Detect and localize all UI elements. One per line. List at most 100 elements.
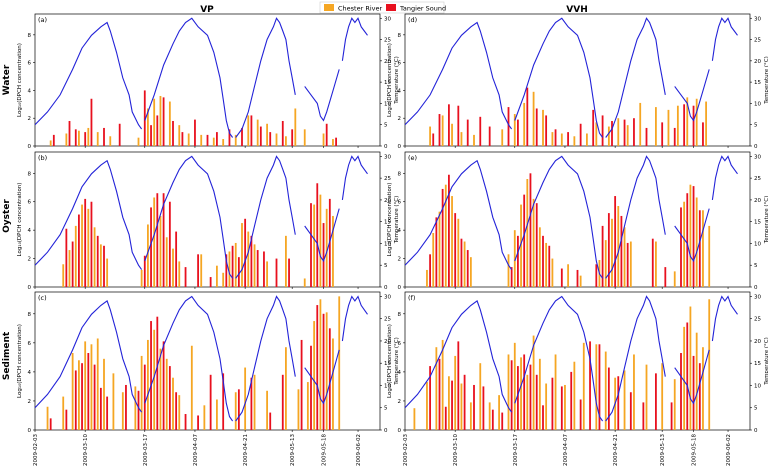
- bar-chester: [285, 347, 287, 430]
- bar-tangier: [162, 341, 165, 430]
- right-tick-label: 30: [754, 16, 761, 22]
- left-tick-label: 6: [28, 61, 32, 67]
- bar-tangier: [617, 376, 620, 430]
- left-tick-label: 8: [28, 312, 32, 318]
- right-tick-label: 15: [754, 80, 761, 86]
- temperature-line: [711, 295, 738, 342]
- bar-chester: [172, 248, 174, 287]
- bar-chester: [159, 95, 162, 146]
- bar-tangier: [225, 254, 228, 287]
- bar-chester: [285, 136, 287, 146]
- right-tick-label: 10: [754, 241, 761, 247]
- right-tick-label: 30: [754, 294, 761, 300]
- left-tick-label: 8: [28, 171, 32, 177]
- bar-chester: [222, 139, 225, 146]
- x-tick-label: 2009-05-13: [290, 434, 296, 466]
- temperature-line: [341, 17, 368, 61]
- x-tick-label: 2009-04-21: [243, 434, 249, 466]
- bar-chester: [247, 115, 250, 146]
- left-tick-label: 6: [28, 341, 32, 347]
- bar-tangier: [162, 97, 165, 146]
- bar-chester: [96, 132, 99, 146]
- bar-tangier: [184, 267, 187, 287]
- right-tick-label: 25: [384, 176, 391, 182]
- bar-tangier: [322, 223, 325, 287]
- bar-chester: [513, 342, 516, 430]
- bar-tangier: [74, 370, 77, 430]
- bar-tangier: [680, 353, 682, 430]
- right-tick-label: 0: [754, 144, 758, 150]
- temperature-line: [235, 295, 296, 422]
- bar-chester: [629, 241, 632, 287]
- bar-chester: [319, 194, 322, 287]
- bar-chester: [463, 241, 466, 287]
- y-left-title: Log₁₀(DPCH concentration): [387, 183, 393, 257]
- bar-tangier: [65, 228, 68, 287]
- bar-tangier: [84, 132, 87, 146]
- left-tick-label: 4: [398, 88, 402, 94]
- right-tick-label: 0: [754, 285, 758, 291]
- bar-chester: [244, 367, 247, 430]
- panel-frame: [404, 13, 751, 147]
- bar-tangier: [52, 134, 55, 146]
- bar-chester: [567, 264, 569, 287]
- bar-tangier: [570, 371, 573, 430]
- bar-chester: [538, 358, 541, 430]
- temperature-line: [304, 349, 340, 405]
- bar-chester: [78, 130, 80, 146]
- bar-chester: [498, 395, 500, 430]
- bar-chester: [426, 269, 428, 287]
- left-tick-label: 6: [398, 200, 402, 206]
- bar-chester: [93, 227, 96, 287]
- left-tick-label: 0: [28, 428, 32, 434]
- bar-tangier: [451, 380, 453, 430]
- bar-tangier: [99, 387, 102, 430]
- bar-chester: [702, 347, 704, 430]
- bar-tangier: [535, 108, 538, 146]
- bar-tangier: [454, 213, 457, 287]
- y-right-title: Temperature (°C): [764, 56, 768, 104]
- left-tick-label: 0: [28, 285, 32, 291]
- bar-chester: [216, 399, 218, 430]
- bar-tangier: [629, 392, 632, 430]
- bar-chester: [294, 108, 297, 146]
- x-tick-label: 2009-05-18: [692, 434, 698, 466]
- bar-tangier: [168, 201, 171, 287]
- bar-tangier: [237, 389, 240, 430]
- y-right-title: Temperature (°C): [394, 196, 400, 244]
- bar-tangier: [686, 322, 689, 430]
- bar-tangier: [545, 115, 548, 146]
- right-tick-label: 10: [384, 383, 391, 389]
- bar-tangier: [125, 384, 127, 430]
- temperature-line: [514, 295, 604, 422]
- temperature-line: [674, 69, 710, 122]
- bar-tangier: [184, 414, 187, 430]
- bar-tangier: [651, 238, 654, 287]
- panel-frame: [34, 291, 381, 431]
- bar-chester: [579, 275, 582, 287]
- bar-tangier: [269, 412, 272, 430]
- bar-tangier: [592, 109, 595, 146]
- bar-tangier: [444, 406, 447, 430]
- bar-chester: [413, 408, 416, 430]
- y-left-title: Log₁₀(DPCH concentration): [387, 324, 393, 398]
- bar-chester: [645, 364, 648, 430]
- bar-chester: [513, 114, 516, 146]
- temperature-line: [711, 17, 738, 61]
- bar-chester: [457, 218, 460, 287]
- x-tick-label: 2009-06-02: [726, 434, 732, 466]
- bar-tangier: [162, 193, 165, 287]
- bar-chester: [168, 101, 171, 146]
- bar-tangier: [466, 250, 469, 287]
- bar-chester: [172, 377, 174, 430]
- temperature-line: [304, 69, 340, 122]
- temperature-line: [514, 17, 604, 138]
- bar-tangier: [645, 127, 648, 146]
- temperature-line: [341, 155, 368, 200]
- right-tick-label: 25: [754, 317, 761, 323]
- bar-chester: [159, 348, 162, 430]
- bar-chester: [479, 363, 482, 430]
- bar-tangier: [611, 120, 613, 146]
- bar-chester: [683, 201, 686, 287]
